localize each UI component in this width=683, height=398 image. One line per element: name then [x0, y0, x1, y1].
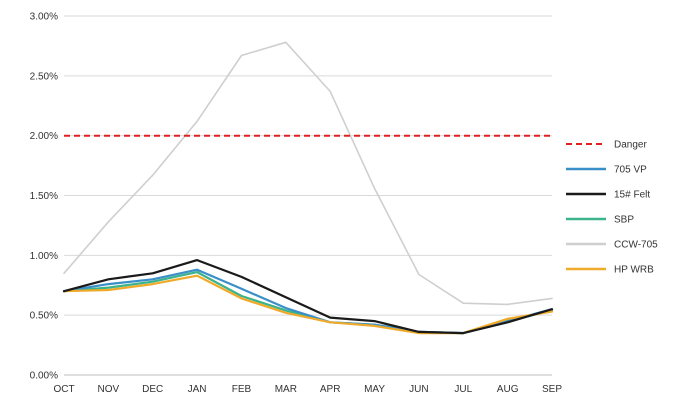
gridlines — [64, 15, 552, 376]
legend-label: 15# Felt — [614, 190, 650, 201]
x-tick-label: JUL — [454, 384, 472, 395]
legend-label: Danger — [614, 140, 647, 151]
x-tick-label: JUN — [409, 384, 428, 395]
x-tick-label: MAY — [364, 384, 385, 395]
x-tick-label: OCT — [53, 384, 74, 395]
y-axis-tick-labels: 0.00% 0.50% 1.00% 1.50% 2.00% 2.50% 3.00% — [30, 12, 58, 382]
x-tick-label: MAR — [275, 384, 297, 395]
x-tick-label: DEC — [142, 384, 163, 395]
y-tick-label: 0.50% — [30, 311, 58, 322]
legend-entry: HP WRB — [566, 265, 654, 276]
legend-entry: Danger — [566, 140, 647, 151]
x-tick-label: NOV — [98, 384, 120, 395]
x-tick-label: AUG — [497, 384, 519, 395]
x-tick-label: APR — [320, 384, 341, 395]
series-line-ccw-705 — [63, 41, 553, 306]
x-tick-label: JAN — [188, 384, 207, 395]
y-tick-label: 1.50% — [30, 191, 58, 202]
legend: Danger 705 VP 15# Felt SBP CCW-705 HP WRB — [566, 140, 658, 276]
y-tick-label: 2.00% — [30, 131, 58, 142]
legend-entry: SBP — [566, 215, 634, 226]
series-line-15-felt — [62, 259, 554, 335]
x-tick-label: SEP — [542, 384, 562, 395]
legend-entry: 705 VP — [566, 165, 647, 176]
y-tick-label: 1.00% — [30, 251, 58, 262]
legend-label: 705 VP — [614, 165, 647, 176]
y-tick-label: 3.00% — [30, 12, 58, 23]
legend-label: HP WRB — [614, 265, 654, 276]
series-lines — [62, 41, 554, 335]
legend-entry: 15# Felt — [566, 190, 650, 201]
y-tick-label: 0.00% — [30, 371, 58, 382]
series-line-705-vp — [62, 268, 554, 335]
x-tick-label: FEB — [232, 384, 252, 395]
legend-label: SBP — [614, 215, 634, 226]
y-tick-label: 2.50% — [30, 71, 58, 82]
legend-label: CCW-705 — [614, 240, 658, 251]
x-axis-tick-labels: OCT NOV DEC JAN FEB MAR APR MAY JUN JUL AUG SEP — [53, 384, 562, 395]
legend-entry: CCW-705 — [566, 240, 658, 251]
